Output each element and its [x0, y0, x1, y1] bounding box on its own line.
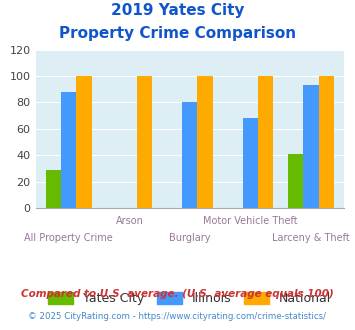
Text: Larceny & Theft: Larceny & Theft: [272, 233, 350, 243]
Text: © 2025 CityRating.com - https://www.cityrating.com/crime-statistics/: © 2025 CityRating.com - https://www.city…: [28, 312, 327, 321]
Bar: [288, 154, 304, 208]
Bar: [197, 76, 213, 208]
Text: Motor Vehicle Theft: Motor Vehicle Theft: [203, 216, 298, 226]
Text: Compared to U.S. average. (U.S. average equals 100): Compared to U.S. average. (U.S. average …: [21, 289, 334, 299]
Bar: [243, 118, 258, 208]
Bar: [76, 76, 92, 208]
Legend: Yates City, Illinois, National: Yates City, Illinois, National: [42, 285, 338, 312]
Bar: [258, 76, 273, 208]
Text: Arson: Arson: [115, 216, 143, 226]
Text: Property Crime Comparison: Property Crime Comparison: [59, 26, 296, 41]
Bar: [182, 102, 197, 208]
Bar: [46, 170, 61, 208]
Bar: [319, 76, 334, 208]
Text: Burglary: Burglary: [169, 233, 211, 243]
Bar: [61, 92, 76, 208]
Bar: [304, 85, 319, 208]
Text: 2019 Yates City: 2019 Yates City: [111, 3, 244, 18]
Text: All Property Crime: All Property Crime: [24, 233, 113, 243]
Bar: [137, 76, 152, 208]
